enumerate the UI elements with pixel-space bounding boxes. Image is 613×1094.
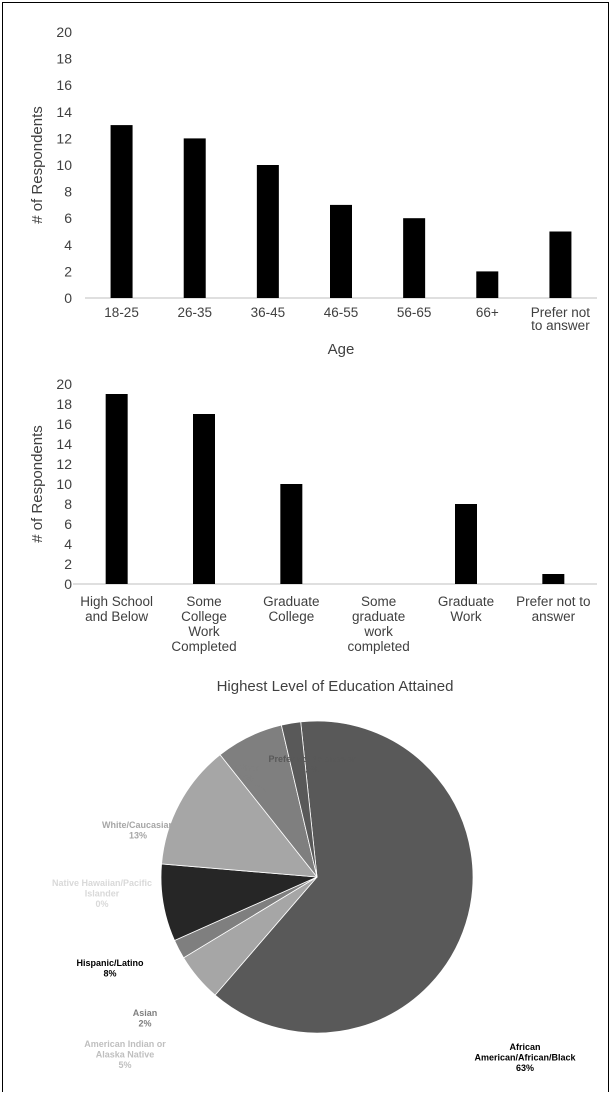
bar <box>549 231 572 298</box>
y-axis-label: # of Respondents <box>29 106 46 224</box>
y-tick-label: 14 <box>56 104 72 120</box>
pie-slice <box>214 720 474 1034</box>
x-axis-label: Age <box>328 341 355 358</box>
y-tick-label: 4 <box>64 237 72 253</box>
bar-chart-1: 0 2 4 6 8 10 12 14 16 18 20 # of Respondents 18-25 26… <box>29 24 597 358</box>
y-tick-label: 4 <box>64 536 72 552</box>
x-tick-label: Some College Work Completed <box>171 594 236 654</box>
bar <box>476 271 499 298</box>
y-tick-label: 8 <box>64 496 72 512</box>
x-tick-label: 66+ <box>476 305 499 320</box>
x-axis-label: Highest Level of Education Attained <box>217 678 454 695</box>
bar <box>403 218 426 298</box>
y-tick-label: 10 <box>56 476 72 492</box>
pie-slice <box>161 754 318 878</box>
x-tick-label: 18-25 <box>104 305 139 320</box>
pie-slice-label: American Indian or Alaska Native 5% <box>84 1039 166 1070</box>
pie-slice-label: White/Caucasian 13% <box>102 820 174 841</box>
x-tick-label: 56-65 <box>397 305 432 320</box>
bar <box>455 504 477 584</box>
x-tick-label: 46-55 <box>324 305 359 320</box>
y-tick-label: 2 <box>64 263 72 279</box>
pie-chart: African American/African/Black 63% American… <box>52 720 577 1073</box>
pie-slice-label: Prefer not to answer 2% <box>268 754 356 775</box>
y-tick-label: 8 <box>64 184 72 200</box>
y-tick-label: 0 <box>64 576 72 592</box>
y-tick-label: 18 <box>56 396 72 412</box>
pie-slice-label: Hispanic/Latino 8% <box>76 958 144 979</box>
y-tick-label: 12 <box>56 130 72 146</box>
y-tick-label: 16 <box>56 77 72 93</box>
bar <box>105 394 128 584</box>
y-tick-label: 6 <box>64 210 72 226</box>
bar-chart-2: 0 2 4 6 8 10 12 14 16 18 20 # of Respondents High Sc… <box>29 376 597 695</box>
pie-slice <box>280 721 318 878</box>
y-tick-label: 20 <box>56 376 72 392</box>
y-tick-label: 0 <box>64 290 72 306</box>
y-tick-label: 6 <box>64 516 72 532</box>
bar <box>193 414 215 584</box>
x-tick-label: Some graduate work completed <box>348 594 410 654</box>
y-tick-label: 2 <box>64 556 72 572</box>
pie-slice-label: Other 7% <box>235 763 260 784</box>
leader-line <box>254 784 267 795</box>
y-tick-label: 10 <box>56 157 72 173</box>
y-tick-label: 16 <box>56 416 72 432</box>
x-tick-label: High School and Below <box>80 594 153 624</box>
bar <box>280 484 303 584</box>
y-tick-label: 12 <box>56 456 72 472</box>
pie-slice-label: African American/African/Black 63% <box>474 1042 576 1073</box>
y-axis-label: # of Respondents <box>29 425 46 543</box>
x-tick-label: Prefer not to answer <box>516 594 590 624</box>
y-tick-label: 18 <box>56 51 72 67</box>
bar <box>110 125 133 298</box>
pie-slice-label: Asian 2% <box>133 1008 158 1029</box>
y-tick-label: 14 <box>56 436 72 452</box>
bar <box>183 138 206 298</box>
x-tick-label: 36-45 <box>251 305 286 320</box>
bar <box>256 165 279 298</box>
y-tick-label: 20 <box>56 24 72 40</box>
x-tick-label: 26-35 <box>177 305 212 320</box>
bar <box>542 574 565 584</box>
bar <box>330 204 352 298</box>
x-tick-label: Prefer not to answer <box>531 305 591 333</box>
x-tick-label: Graduate College <box>263 594 319 624</box>
pie-slice-label: Native Hawaiian/Pacific Islander 0% <box>52 878 152 909</box>
x-tick-label: Graduate Work <box>438 594 494 624</box>
